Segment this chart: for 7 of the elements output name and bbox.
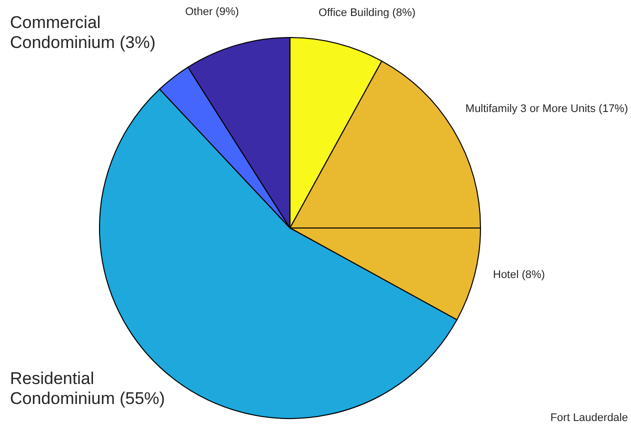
text: Fort Lauderdale (550, 412, 628, 424)
slice-label: Other (9%) (185, 6, 239, 18)
slice-label: Office Building (8%) (318, 7, 416, 19)
slice-label: Hotel (8%) (493, 269, 545, 281)
slice-label: Multifamily 3 or More Units (17%) (465, 103, 628, 115)
slice-label: Residential Condominium (55%) (10, 369, 165, 408)
slice-label: Commercial Condominium (3%) (10, 13, 156, 52)
